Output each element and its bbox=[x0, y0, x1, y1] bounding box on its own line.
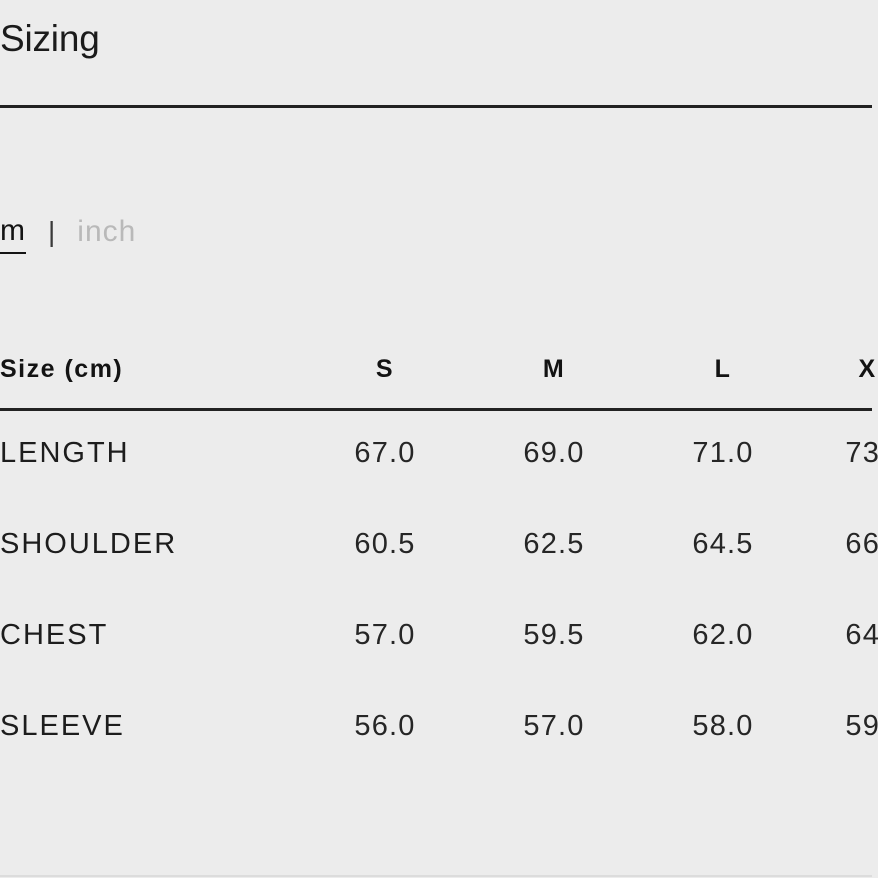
size-chart-table: Size (cm) S M L XL LENGTH 67.0 69.0 71.0… bbox=[0, 330, 878, 772]
column-header-l: L bbox=[714, 354, 732, 383]
column-header-size: Size (cm) bbox=[0, 354, 124, 383]
table-row: LENGTH 67.0 69.0 71.0 73.0 bbox=[0, 408, 878, 499]
cell-chest-m: 59.5 bbox=[523, 619, 585, 651]
cell-shoulder-l: 64.5 bbox=[692, 528, 754, 560]
row-label-length: LENGTH bbox=[0, 437, 130, 469]
cell-sleeve-xl: 59.0 bbox=[845, 710, 878, 742]
row-label-chest: CHEST bbox=[0, 619, 109, 651]
cell-length-l: 71.0 bbox=[692, 437, 754, 469]
cell-sleeve-s: 56.0 bbox=[354, 710, 416, 742]
row-label-sleeve: SLEEVE bbox=[0, 710, 125, 742]
page-title: Sizing bbox=[0, 18, 100, 59]
cell-shoulder-s: 60.5 bbox=[354, 528, 416, 560]
table-row: SLEEVE 56.0 57.0 58.0 59.0 bbox=[0, 681, 878, 772]
table-header-row: Size (cm) S M L XL bbox=[0, 330, 878, 408]
unit-toggle[interactable]: cm | inch bbox=[0, 216, 136, 254]
unit-toggle-separator: | bbox=[48, 216, 56, 247]
column-header-s: S bbox=[375, 354, 395, 383]
cell-sleeve-l: 58.0 bbox=[692, 710, 754, 742]
table-row: CHEST 57.0 59.5 62.0 64.5 bbox=[0, 590, 878, 681]
header-divider bbox=[0, 408, 872, 411]
row-label-shoulder: SHOULDER bbox=[0, 528, 178, 560]
cell-chest-xl: 64.5 bbox=[845, 619, 878, 651]
unit-toggle-inch[interactable]: inch bbox=[77, 215, 137, 248]
cell-length-m: 69.0 bbox=[523, 437, 585, 469]
table-row: SHOULDER 60.5 62.5 64.5 66.5 bbox=[0, 499, 878, 590]
cell-shoulder-xl: 66.5 bbox=[845, 528, 878, 560]
column-header-xl: XL bbox=[858, 354, 878, 383]
size-chart-body: LENGTH 67.0 69.0 71.0 73.0 SHOULDER 60.5… bbox=[0, 408, 878, 772]
cell-length-xl: 73.0 bbox=[845, 437, 878, 469]
column-header-m: M bbox=[542, 354, 566, 383]
cell-chest-s: 57.0 bbox=[354, 619, 416, 651]
cell-sleeve-m: 57.0 bbox=[523, 710, 585, 742]
size-chart-head: Size (cm) S M L XL bbox=[0, 330, 878, 408]
cell-shoulder-m: 62.5 bbox=[523, 528, 585, 560]
cell-length-s: 67.0 bbox=[354, 437, 416, 469]
title-divider bbox=[0, 105, 872, 108]
unit-toggle-cm[interactable]: cm bbox=[0, 216, 26, 254]
cell-chest-l: 62.0 bbox=[692, 619, 754, 651]
page-bottom-divider bbox=[0, 875, 872, 877]
